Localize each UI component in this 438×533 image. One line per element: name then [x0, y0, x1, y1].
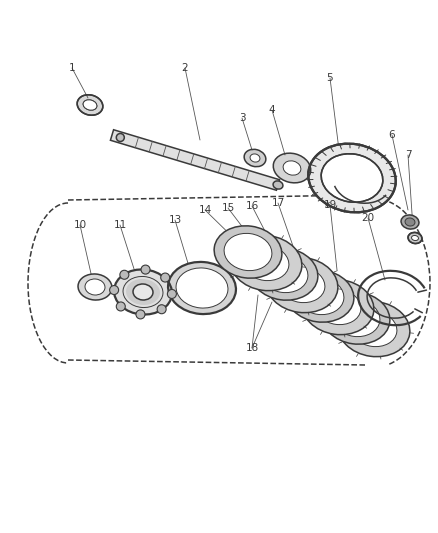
Ellipse shape	[114, 270, 172, 314]
Ellipse shape	[350, 311, 396, 346]
Text: 6: 6	[388, 130, 394, 140]
Ellipse shape	[331, 300, 379, 337]
Circle shape	[120, 270, 129, 279]
Circle shape	[136, 310, 145, 319]
Ellipse shape	[223, 233, 271, 271]
Circle shape	[141, 265, 150, 274]
Ellipse shape	[126, 279, 159, 305]
Text: 15: 15	[221, 203, 234, 213]
Ellipse shape	[279, 268, 324, 303]
Ellipse shape	[168, 262, 235, 314]
Text: 5: 5	[326, 73, 332, 83]
Ellipse shape	[83, 100, 97, 110]
Ellipse shape	[404, 218, 414, 226]
Ellipse shape	[410, 236, 417, 240]
Text: 19: 19	[323, 200, 336, 210]
Ellipse shape	[85, 279, 105, 295]
Text: 16: 16	[245, 201, 258, 211]
Circle shape	[167, 289, 176, 298]
Circle shape	[116, 133, 124, 141]
Ellipse shape	[133, 284, 152, 300]
Text: 3: 3	[238, 113, 245, 123]
Text: 13: 13	[168, 215, 181, 225]
Ellipse shape	[283, 161, 300, 175]
Ellipse shape	[250, 248, 317, 300]
Text: 11: 11	[113, 220, 126, 230]
Text: 1: 1	[68, 63, 75, 73]
Ellipse shape	[78, 274, 112, 300]
Text: 20: 20	[360, 213, 374, 223]
Ellipse shape	[337, 301, 409, 357]
Ellipse shape	[407, 232, 421, 244]
Ellipse shape	[250, 154, 259, 162]
Ellipse shape	[265, 257, 337, 313]
Text: 10: 10	[73, 220, 86, 230]
Circle shape	[110, 286, 118, 295]
Ellipse shape	[295, 277, 343, 314]
Ellipse shape	[243, 245, 288, 280]
Ellipse shape	[244, 149, 265, 167]
Circle shape	[160, 273, 170, 282]
Ellipse shape	[176, 268, 227, 308]
Ellipse shape	[230, 235, 301, 290]
Ellipse shape	[314, 289, 360, 325]
Text: 14: 14	[198, 205, 211, 215]
Ellipse shape	[301, 279, 373, 335]
Text: 18: 18	[245, 343, 258, 353]
Ellipse shape	[259, 255, 307, 293]
Ellipse shape	[77, 95, 102, 115]
Ellipse shape	[321, 154, 382, 202]
Ellipse shape	[286, 270, 353, 322]
Ellipse shape	[307, 144, 395, 212]
Polygon shape	[110, 130, 279, 190]
Text: 17: 17	[271, 198, 284, 208]
Text: 7: 7	[404, 150, 410, 160]
Circle shape	[116, 302, 125, 311]
Ellipse shape	[214, 226, 281, 278]
Ellipse shape	[272, 181, 282, 189]
Circle shape	[157, 305, 166, 314]
Text: 2: 2	[181, 63, 188, 73]
Text: 4: 4	[268, 105, 275, 115]
Ellipse shape	[272, 153, 310, 183]
Ellipse shape	[400, 215, 418, 229]
Ellipse shape	[321, 292, 389, 344]
